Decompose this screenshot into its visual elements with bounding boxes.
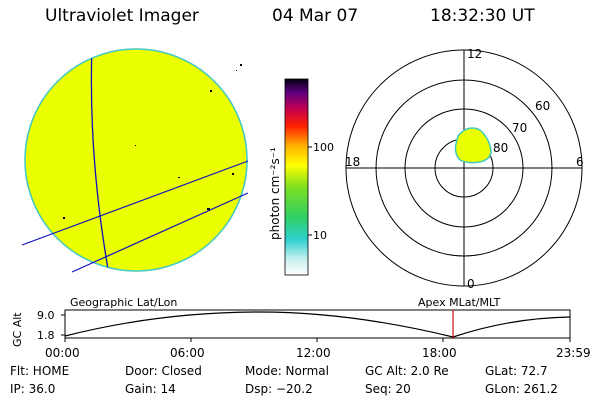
altitude-curve [64, 311, 571, 338]
status-glon: GLon: 261.2 [485, 382, 558, 396]
status-mode: Mode: Normal [245, 364, 329, 378]
x-tick-2359: 23:59 [556, 346, 591, 360]
lat-label-60: 60 [535, 99, 550, 113]
latitude-line-upper [21, 160, 249, 246]
colorbar-tick-10: 10 [313, 229, 327, 242]
x-tick-0000: 00:00 [45, 346, 80, 360]
instrument-title: Ultraviolet Imager [45, 6, 199, 26]
lat-label-80: 80 [493, 141, 508, 155]
colorbar-panel: 100 10 photon cm⁻²s⁻¹ [268, 78, 334, 276]
status-filter: Flt: HOME [10, 364, 70, 378]
meridian-line [90, 49, 111, 271]
status-gain: Gain: 14 [125, 382, 176, 396]
image-date: 04 Mar 07 [272, 6, 359, 26]
latitude-line-lower [71, 192, 249, 273]
mlt-label-0: 0 [467, 277, 475, 291]
status-gc-alt: GC Alt: 2.0 Re [365, 364, 449, 378]
speckle-noise [63, 64, 242, 219]
apex-label: Apex MLat/MLT [418, 296, 501, 309]
status-glat: GLat: 72.7 [485, 364, 548, 378]
uv-image-panel [21, 48, 249, 273]
colorbar-unit-label: photon cm⁻²s⁻¹ [268, 147, 282, 240]
status-seq: Seq: 20 [365, 382, 411, 396]
y-tick-9: 9.0 [37, 309, 55, 322]
polar-mlt-plot: 12 18 6 0 60 70 80 [345, 47, 584, 291]
mlt-label-12: 12 [467, 47, 482, 61]
colorbar-gradient [284, 78, 309, 276]
y-tick-1-8: 1.8 [37, 329, 55, 342]
image-time: 18:32:30 UT [430, 6, 535, 26]
geographic-label: Geographic Lat/Lon [70, 296, 178, 309]
lat-label-70: 70 [512, 121, 527, 135]
auroral-oval-patch [454, 127, 492, 164]
x-tick-0600: 06:00 [170, 346, 205, 360]
x-tick-1800: 18:00 [422, 346, 457, 360]
colorbar-tick-100: 100 [313, 141, 334, 154]
status-door: Door: Closed [125, 364, 202, 378]
status-dsp: Dsp: −20.2 [245, 382, 313, 396]
gc-alt-axis-label: GC Alt [11, 312, 24, 347]
x-tick-1200: 12:00 [296, 346, 331, 360]
earth-disk [24, 48, 248, 272]
orbit-timeline: 9.0 1.8 GC Alt [11, 309, 571, 347]
status-ip: IP: 36.0 [10, 382, 56, 396]
mlt-label-6: 6 [576, 155, 584, 169]
mlt-label-18: 18 [345, 155, 360, 169]
